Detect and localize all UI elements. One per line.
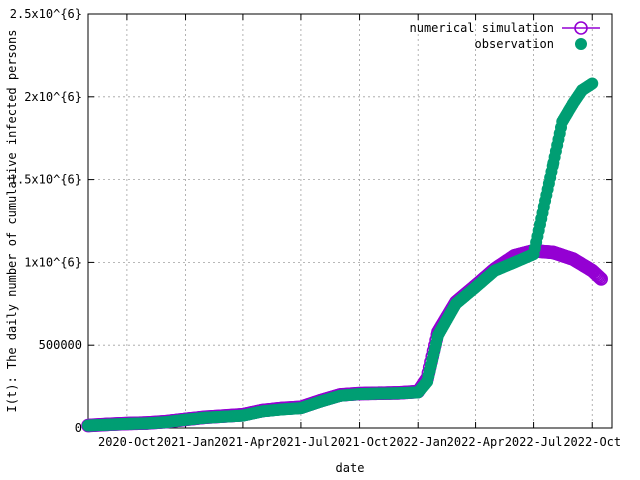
x-tick-label: 2022-Oct bbox=[563, 435, 621, 449]
legend-label: observation bbox=[475, 37, 554, 51]
x-tick-label: 2022-Jan bbox=[389, 435, 447, 449]
data-point bbox=[591, 269, 606, 284]
y-tick-label: 500000 bbox=[39, 338, 82, 352]
grid bbox=[88, 14, 612, 428]
legend: numerical simulation observation bbox=[410, 21, 600, 51]
data-point bbox=[590, 268, 605, 283]
data-point bbox=[593, 270, 607, 285]
y-tick-label: 1x10^{6} bbox=[24, 255, 82, 269]
y-tick-label: 0 bbox=[75, 421, 82, 435]
x-tick-label: 2022-Jul bbox=[505, 435, 563, 449]
y-tick-label: 2.5x10^{6} bbox=[10, 7, 82, 21]
x-tick-label: 2021-Jul bbox=[272, 435, 330, 449]
x-axis-label: date bbox=[336, 461, 365, 475]
legend-marker bbox=[575, 38, 587, 50]
y-tick-label: 2x10^{6} bbox=[24, 90, 82, 104]
legend-label: numerical simulation bbox=[410, 21, 555, 35]
series-numerical-simulation bbox=[81, 244, 608, 433]
plot-frame bbox=[87, 13, 613, 429]
x-tick-label: 2020-Oct bbox=[98, 435, 156, 449]
x-tick-label: 2021-Apr bbox=[214, 435, 272, 449]
y-axis-label: I(t): The daily number of cumulative inf… bbox=[5, 30, 19, 413]
x-tick-label: 2021-Oct bbox=[331, 435, 389, 449]
legend-marker bbox=[574, 21, 588, 35]
x-tick-label: 2021-Jan bbox=[157, 435, 215, 449]
data-point bbox=[586, 77, 599, 90]
data-point bbox=[594, 272, 608, 286]
x-tick-label: 2022-Apr bbox=[447, 435, 505, 449]
series-layer bbox=[81, 77, 608, 433]
series-observation bbox=[82, 77, 599, 432]
ticks: 0 500000 1x10^{6} 1.5x10^{6} 2x10^{6} 2.5x10^… bbox=[10, 7, 621, 449]
y-tick-label: 1.5x10^{6} bbox=[10, 173, 82, 187]
